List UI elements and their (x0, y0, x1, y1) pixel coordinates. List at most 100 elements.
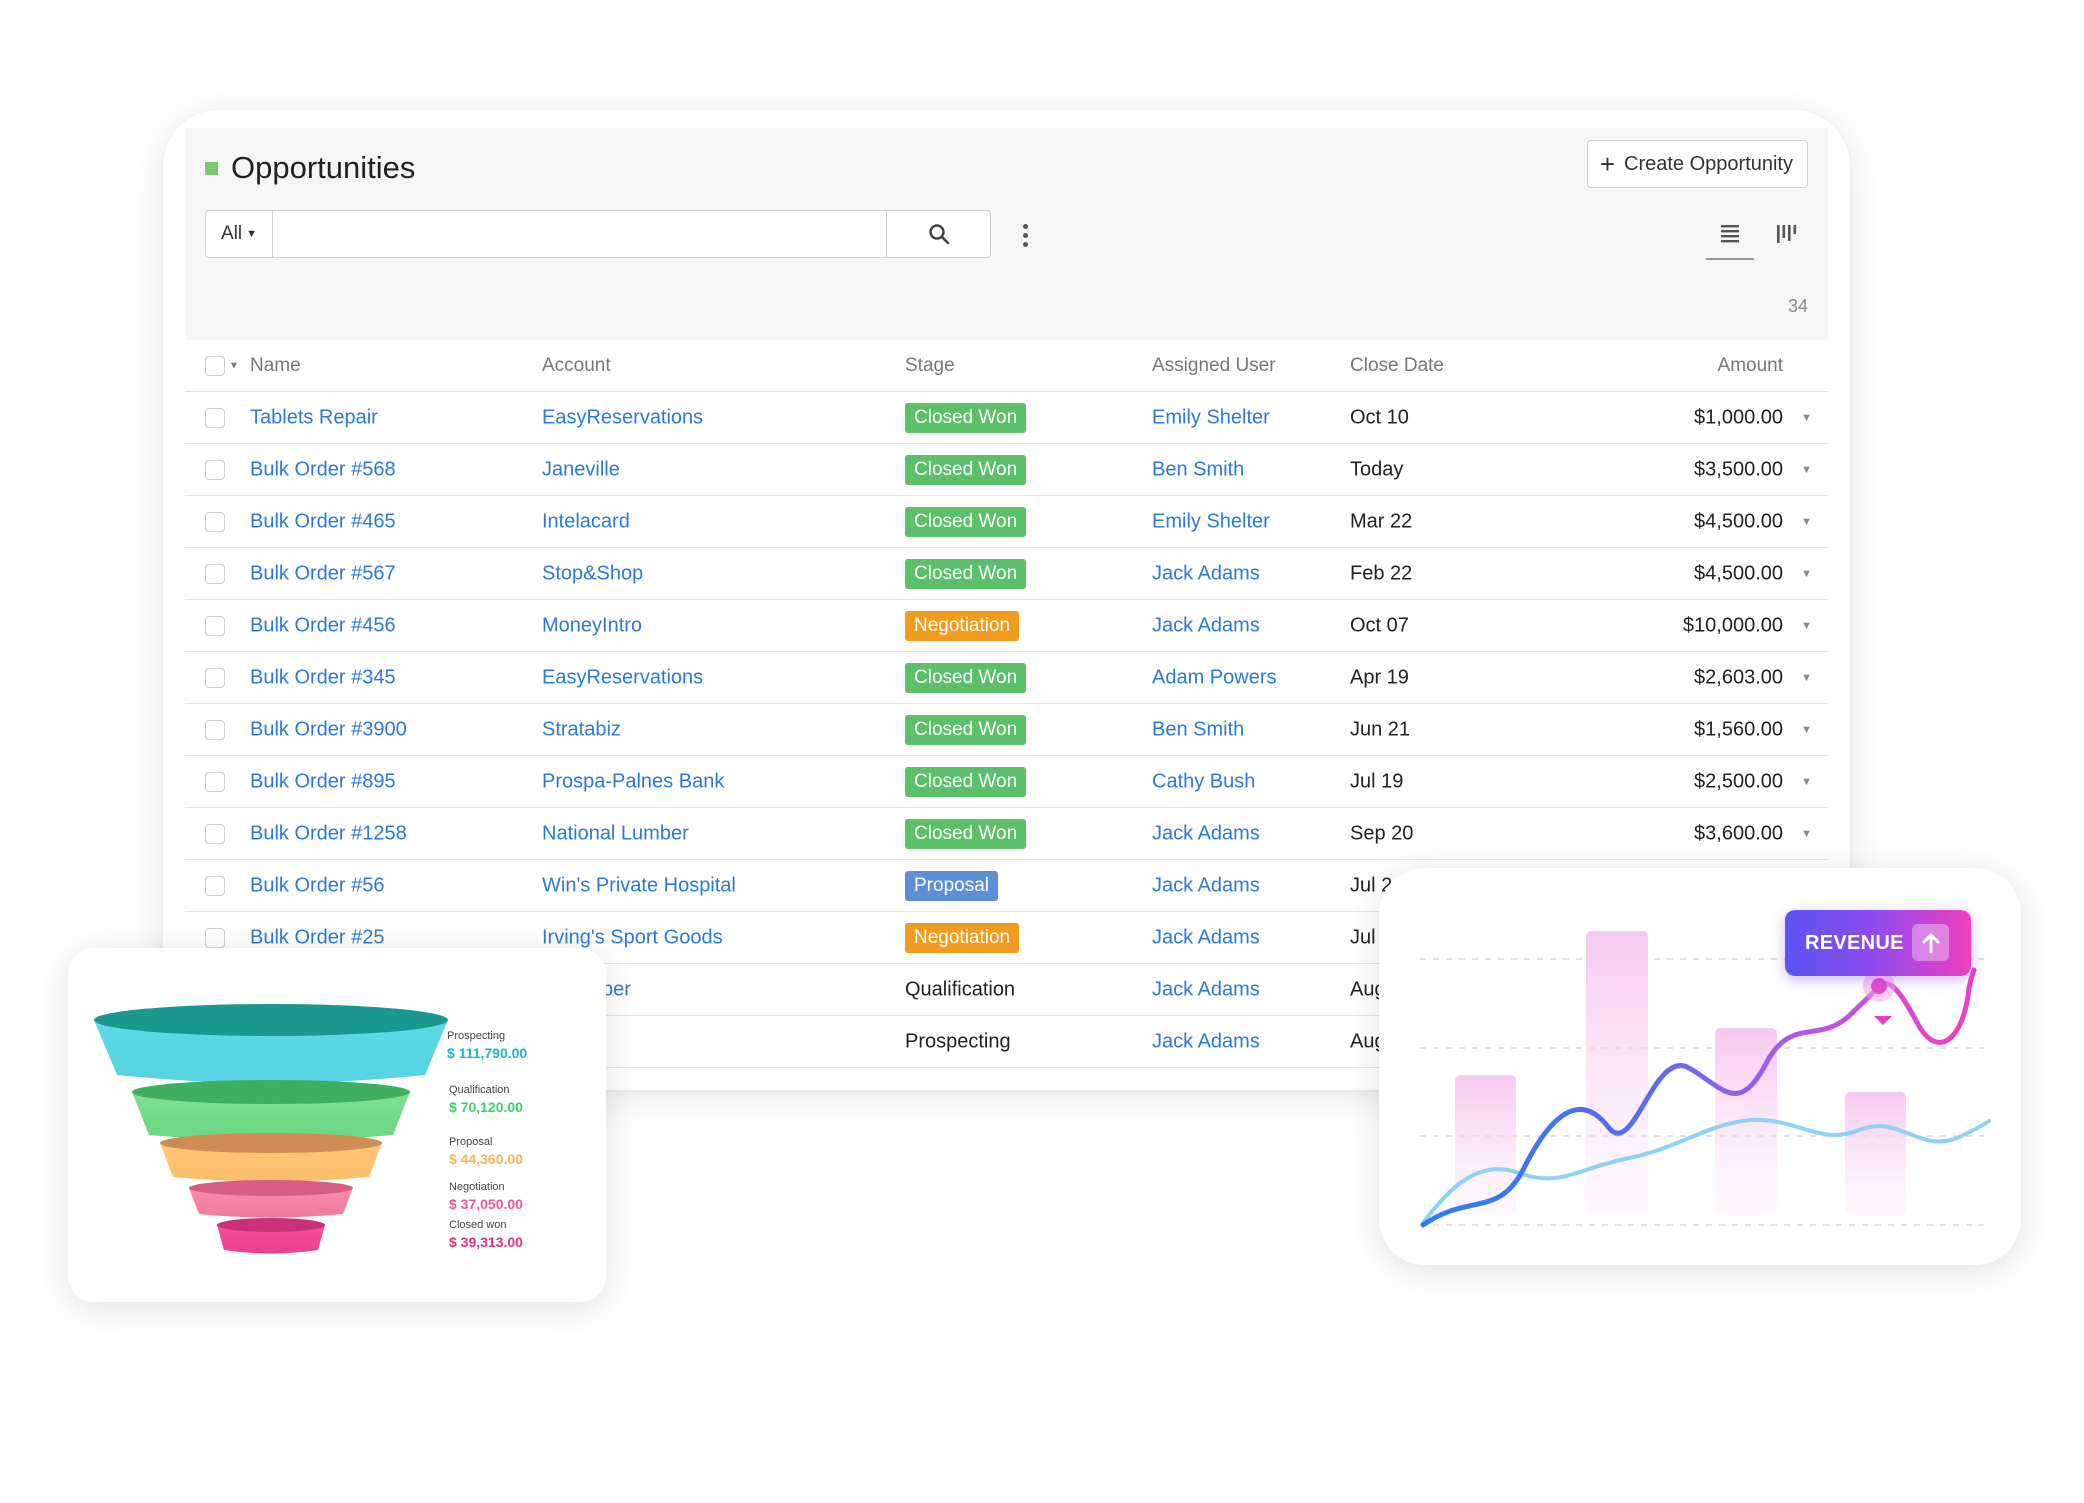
opportunity-name-link[interactable]: Bulk Order #567 (250, 562, 396, 584)
row-actions-chevron-icon[interactable]: ▼ (1801, 567, 1812, 580)
assigned-user-link[interactable]: Jack Adams (1152, 614, 1260, 636)
row-checkbox[interactable] (205, 771, 225, 792)
column-header-amount[interactable]: Amount (1717, 354, 1783, 376)
kanban-view-button[interactable] (1762, 208, 1810, 260)
account-link[interactable]: Janeville (542, 458, 620, 480)
row-checkbox[interactable] (205, 667, 225, 688)
table-row[interactable]: Tablets Repair EasyReservations Closed Won… (185, 392, 1828, 444)
funnel-label-proposal: Proposal (449, 1136, 493, 1148)
amount: $3,500.00 (1694, 458, 1783, 480)
assigned-user-link[interactable]: Jack Adams (1152, 926, 1260, 948)
table-header: ▼ Name Account Stage Assigned User Close… (185, 340, 1828, 392)
row-checkbox[interactable] (205, 875, 225, 896)
row-actions-chevron-icon[interactable]: ▼ (1801, 619, 1812, 632)
account-link[interactable]: Irving's Sport Goods (542, 926, 723, 948)
opportunity-name-link[interactable]: Bulk Order #3900 (250, 718, 407, 740)
assigned-user-link[interactable]: Cathy Bush (1152, 770, 1256, 792)
table-row[interactable]: Bulk Order #465 Intelacard Closed Won Emily… (185, 496, 1828, 548)
assigned-user-link[interactable]: Jack Adams (1152, 822, 1260, 844)
table-row[interactable]: Bulk Order #456 MoneyIntro Negotiation Jack… (185, 600, 1828, 652)
kebab-menu-icon[interactable] (1015, 220, 1035, 250)
assigned-user-link[interactable]: Ben Smith (1152, 458, 1245, 480)
row-checkbox[interactable] (205, 459, 225, 480)
opportunity-name-link[interactable]: Bulk Order #345 (250, 666, 396, 688)
table-row[interactable]: Bulk Order #25 Irving's Sport Goods Negoti… (185, 912, 1828, 964)
revenue-badge-pointer (1874, 1016, 1892, 1025)
column-header-assigned-user[interactable]: Assigned User (1152, 354, 1276, 376)
assigned-user-link[interactable]: Jack Adams (1152, 1030, 1260, 1052)
assigned-user-link[interactable]: Emily Shelter (1152, 510, 1270, 532)
search-button[interactable] (887, 210, 991, 258)
table-row[interactable]: Bulk Order #56 Win's Private Hospital Prop… (185, 860, 1828, 912)
account-link[interactable]: EasyReservations (542, 666, 704, 688)
funnel-tier-prospecting (94, 1020, 448, 1083)
opportunity-name-link[interactable]: Bulk Order #456 (250, 614, 396, 636)
account-link[interactable]: EasyReservations (542, 406, 704, 428)
list-view-button[interactable] (1706, 208, 1754, 260)
column-header-close-date[interactable]: Close Date (1350, 354, 1444, 376)
account-link[interactable]: Stratabiz (542, 718, 621, 740)
row-actions-chevron-icon[interactable]: ▼ (1801, 515, 1812, 528)
opportunity-name-link[interactable]: Bulk Order #465 (250, 510, 396, 532)
table-row[interactable]: Bulk Order #3900 Stratabiz Closed Won Ben S… (185, 704, 1828, 756)
account-link[interactable]: Prospa-Palnes Bank (542, 770, 725, 792)
opportunity-name-link[interactable]: Bulk Order #25 (250, 926, 385, 948)
row-actions-chevron-icon[interactable]: ▼ (1801, 671, 1812, 684)
row-checkbox[interactable] (205, 719, 225, 740)
assigned-user-link[interactable]: Emily Shelter (1152, 406, 1270, 428)
opportunity-name-link[interactable]: Bulk Order #568 (250, 458, 396, 480)
chevron-down-icon: ▼ (246, 228, 257, 240)
row-actions-chevron-icon[interactable]: ▼ (1801, 775, 1812, 788)
assigned-user-link[interactable]: Ben Smith (1152, 718, 1245, 740)
close-date: Jul 19 (1350, 770, 1404, 792)
table-row[interactable]: Bulk Order #1258 National Lumber Closed Wo… (185, 808, 1828, 860)
opportunity-name-link[interactable]: Bulk Order #895 (250, 770, 396, 792)
revenue-bar (1455, 1075, 1516, 1215)
assigned-user-link[interactable]: Jack Adams (1152, 874, 1260, 896)
column-header-account[interactable]: Account (542, 354, 611, 376)
table-row[interactable]: Bulk Order #895 Prospa-Palnes Bank Closed … (185, 756, 1828, 808)
scope-filter-dropdown[interactable]: All ▼ (205, 210, 273, 258)
stage-text: Prospecting (905, 1030, 1011, 1052)
create-opportunity-button[interactable]: + Create Opportunity (1586, 140, 1808, 188)
column-header-name[interactable]: Name (250, 354, 301, 376)
table-row[interactable]: Bulk Order #567 Stop&Shop Closed Won Jack A… (185, 548, 1828, 600)
account-link[interactable]: National Lumber (542, 822, 689, 844)
sales-funnel-chart (94, 1004, 448, 1254)
table-row[interactable]: Bulk Order #568 Janeville Closed Won Ben Sm… (185, 444, 1828, 496)
account-link[interactable]: Win's Private Hospital (542, 874, 736, 896)
search-input[interactable] (273, 210, 887, 258)
stage-badge: Negotiation (905, 610, 1020, 641)
opportunity-name-link[interactable]: Tablets Repair (250, 406, 378, 428)
table-row[interactable]: Bulk Order #345 EasyReservations Closed Wo… (185, 652, 1828, 704)
funnel-value-prospecting: $ 111,790.00 (447, 1045, 528, 1061)
row-checkbox[interactable] (205, 927, 225, 948)
row-checkbox[interactable] (205, 823, 225, 844)
arrow-up-icon (1912, 924, 1949, 961)
search-icon (928, 224, 949, 245)
row-checkbox[interactable] (205, 407, 225, 428)
row-checkbox[interactable] (205, 563, 225, 584)
assigned-user-link[interactable]: Jack Adams (1152, 562, 1260, 584)
funnel-tier-negotiation (189, 1188, 353, 1218)
assigned-user-link[interactable]: Jack Adams (1152, 978, 1260, 1000)
stage-badge: Closed Won (905, 662, 1027, 693)
column-header-stage[interactable]: Stage (905, 354, 955, 376)
select-all-checkbox[interactable] (205, 355, 225, 376)
row-actions-chevron-icon[interactable]: ▼ (1801, 463, 1812, 476)
account-link[interactable]: Intelacard (542, 510, 630, 532)
account-link[interactable]: MoneyIntro (542, 614, 643, 636)
chevron-down-icon[interactable]: ▼ (229, 360, 239, 371)
stage-badge: Closed Won (905, 454, 1027, 485)
row-actions-chevron-icon[interactable]: ▼ (1801, 411, 1812, 424)
account-link[interactable]: Stop&Shop (542, 562, 644, 584)
close-date: Oct 10 (1350, 406, 1409, 428)
row-checkbox[interactable] (205, 511, 225, 532)
opportunity-name-link[interactable]: Bulk Order #56 (250, 874, 385, 896)
row-actions-chevron-icon[interactable]: ▼ (1801, 827, 1812, 840)
opportunity-name-link[interactable]: Bulk Order #1258 (250, 822, 407, 844)
revenue-label: REVENUE (1805, 931, 1904, 954)
assigned-user-link[interactable]: Adam Powers (1152, 666, 1277, 688)
row-checkbox[interactable] (205, 615, 225, 636)
row-actions-chevron-icon[interactable]: ▼ (1801, 723, 1812, 736)
